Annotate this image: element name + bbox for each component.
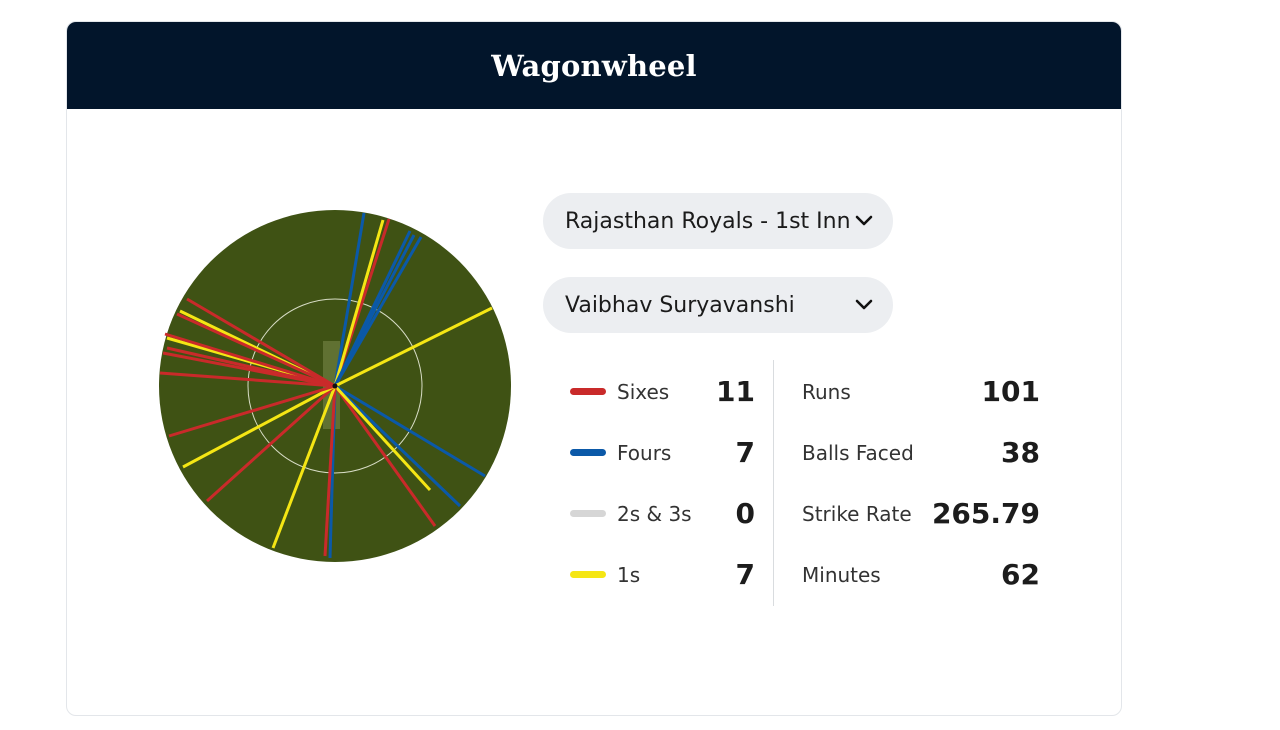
legend-count: 11	[716, 375, 755, 408]
legend-count: 7	[735, 558, 755, 591]
fours-swatch	[570, 449, 606, 456]
shot-line	[333, 230, 412, 387]
stat-value: 38	[1001, 436, 1040, 469]
shot-line	[205, 384, 337, 503]
shot-line	[176, 312, 336, 388]
batting-stats: Runs 101 Balls Faced 38 Strike Rate 265.…	[802, 361, 1040, 605]
legend-count: 7	[735, 436, 755, 469]
shot-lines	[159, 212, 493, 559]
shot-line	[333, 212, 366, 387]
chevron-down-icon	[855, 215, 873, 226]
shot-line	[164, 332, 336, 388]
shot-line	[334, 384, 486, 478]
shot-legend: Sixes 11 Fours 7 2s & 3s 0 1s 7	[570, 361, 755, 605]
legend-row-sixes: Sixes 11	[570, 361, 755, 422]
legend-label: Sixes	[617, 379, 670, 404]
legend-label: 1s	[617, 562, 641, 587]
shot-line	[168, 384, 336, 438]
legend-label: 2s & 3s	[617, 501, 692, 526]
stat-row-strike-rate: Strike Rate 265.79	[802, 483, 1040, 544]
stat-value: 265.79	[931, 497, 1040, 530]
player-select-value: Vaibhav Suryavanshi	[565, 292, 795, 318]
shot-line	[333, 236, 423, 387]
legend-row-twos-threes: 2s & 3s 0	[570, 483, 755, 544]
card-header: Wagonwheel	[67, 22, 1121, 109]
legend-row-fours: Fours 7	[570, 422, 755, 483]
stat-label: Strike Rate	[802, 501, 912, 526]
shot-line	[333, 384, 462, 508]
shot-line	[166, 346, 336, 388]
shot-line	[333, 385, 437, 527]
shot-line	[334, 306, 493, 388]
legend-row-ones: 1s 7	[570, 544, 755, 605]
chevron-down-icon	[855, 299, 873, 310]
batter-point	[332, 383, 338, 389]
shot-line	[333, 219, 385, 387]
stat-row-runs: Runs 101	[802, 361, 1040, 422]
shot-line	[271, 385, 337, 549]
stat-value: 101	[981, 375, 1040, 408]
wagon-wheel-chart	[159, 210, 511, 562]
shot-line	[323, 385, 337, 557]
card-title: Wagonwheel	[491, 48, 697, 83]
stat-label: Runs	[802, 379, 851, 404]
stat-label: Balls Faced	[802, 440, 914, 465]
stat-label: Minutes	[802, 562, 881, 587]
stat-value: 62	[1001, 558, 1040, 591]
shot-line	[333, 384, 432, 492]
legend-label: Fours	[617, 440, 672, 465]
ones-swatch	[570, 571, 606, 578]
wagonwheel-card: Wagonwheel Rajasthan Royals - 1st Inn Va…	[66, 21, 1122, 716]
shot-line	[186, 297, 336, 388]
inner-ring	[247, 298, 423, 474]
sixes-swatch	[570, 388, 606, 395]
legend-count: 0	[735, 497, 755, 530]
stat-row-minutes: Minutes 62	[802, 544, 1040, 605]
shot-line	[182, 384, 336, 469]
shot-line	[159, 371, 336, 388]
stat-row-balls-faced: Balls Faced 38	[802, 422, 1040, 483]
innings-select-value: Rajasthan Royals - 1st Inn	[565, 208, 851, 234]
twos-threes-swatch	[570, 510, 606, 517]
player-select[interactable]: Vaibhav Suryavanshi	[543, 277, 893, 333]
innings-select[interactable]: Rajasthan Royals - 1st Inn	[543, 193, 893, 249]
divider	[773, 360, 774, 606]
